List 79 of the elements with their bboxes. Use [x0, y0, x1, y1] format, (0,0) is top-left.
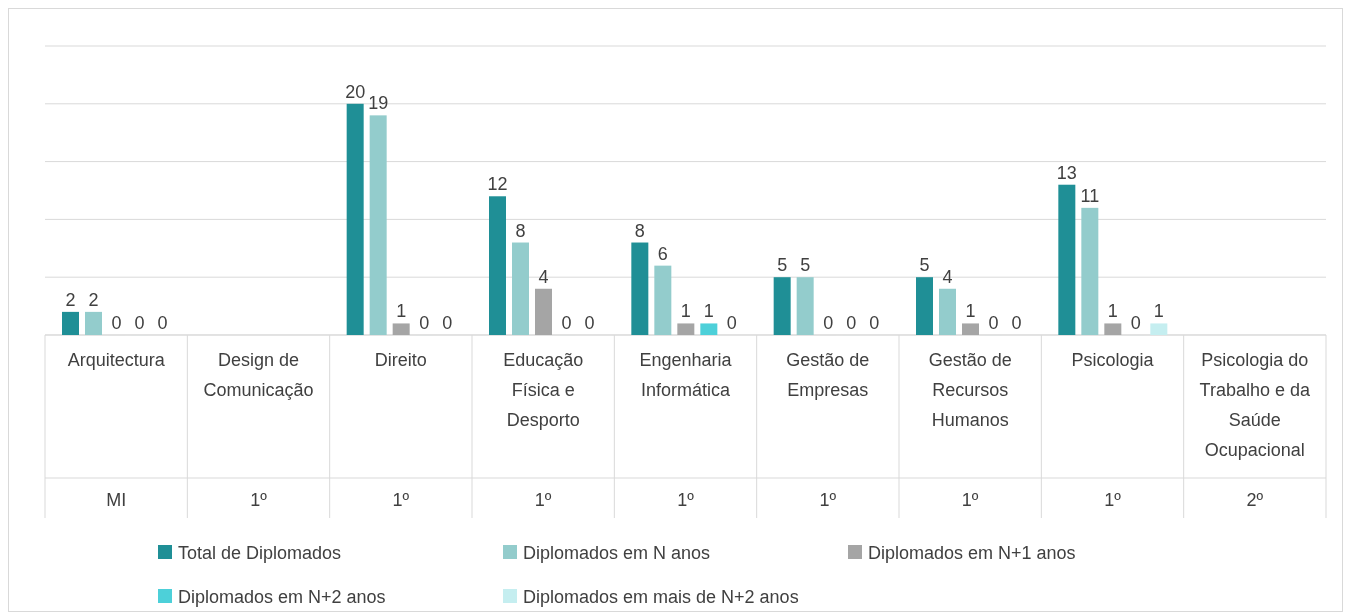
data-label: 2 [65, 289, 76, 310]
data-label: 1 [396, 301, 407, 322]
data-label: 0 [134, 313, 145, 333]
data-label: 0 [442, 313, 453, 333]
legend-label: Diplomados em N+2 anos [178, 587, 386, 607]
bar [631, 242, 649, 335]
data-label: 1 [680, 301, 691, 322]
text: 1º [961, 490, 979, 510]
data-label: 8 [634, 220, 645, 241]
x-tick-label: Arquitectura [67, 350, 166, 370]
data-label: 4 [538, 266, 549, 287]
data-label: 1 [1107, 301, 1118, 322]
legend-label: Diplomados em N anos [523, 543, 711, 563]
bar [392, 323, 410, 335]
x-tick-label: Psicologia do Trabalho e da Saúde Ocupacional [1199, 350, 1312, 460]
text: 1º [534, 490, 552, 510]
x-tick-label: Gestão de Recursos Humanos [928, 350, 1012, 430]
bar [369, 115, 387, 335]
legend-label: Total de Diplomados [178, 543, 342, 563]
data-label: 20 [345, 81, 366, 102]
data-label: 0 [988, 313, 999, 333]
text: 1º [250, 490, 268, 510]
data-label: 1 [965, 301, 976, 322]
data-label: 0 [419, 313, 430, 333]
bar [1058, 184, 1076, 335]
text: 1º [677, 490, 695, 510]
x-tick-label: Engenharia Informática [639, 350, 733, 400]
bar [962, 323, 979, 335]
data-label: 0 [726, 313, 737, 333]
bar [654, 265, 672, 335]
data-label: 0 [823, 313, 834, 333]
bar [916, 277, 933, 335]
legend-label: Diplomados em mais de N+2 anos [523, 587, 799, 607]
data-label: 5 [800, 255, 811, 276]
bar [677, 323, 695, 335]
text: 1º [1104, 490, 1122, 510]
data-label: 0 [584, 313, 595, 333]
x-tick-label: Direito [374, 350, 427, 370]
bar [85, 311, 102, 335]
data-label: 1 [703, 301, 714, 322]
data-label: 0 [846, 313, 857, 333]
data-label: 4 [942, 266, 953, 287]
bar [700, 323, 718, 335]
data-label: 5 [919, 255, 930, 276]
data-label: 12 [487, 174, 508, 195]
data-label: 0 [869, 313, 880, 333]
data-label: 2 [88, 289, 99, 310]
bar [773, 277, 791, 335]
bar [939, 288, 956, 335]
data-label: 13 [1056, 162, 1077, 183]
bar [796, 277, 814, 335]
bar [62, 311, 79, 335]
x-tick-label: Psicologia [1071, 350, 1155, 370]
text: 1º [819, 490, 837, 510]
data-label: 0 [111, 313, 122, 333]
x-tick-label: Design de Comunicação [203, 350, 314, 400]
x-tick-label: Educação Física e Desporto [503, 350, 584, 430]
x-tick-label: Gestão de Empresas [786, 350, 870, 400]
legend-label: Diplomados em N+1 anos [868, 543, 1076, 563]
data-label: 0 [561, 313, 572, 333]
data-label: 1 [1153, 301, 1164, 322]
text: MI [106, 490, 127, 510]
bar [489, 196, 506, 335]
data-label: 6 [657, 243, 668, 264]
bar [512, 242, 529, 335]
text: 2º [1246, 490, 1264, 510]
data-label: 11 [1080, 185, 1100, 206]
bar [1150, 323, 1168, 335]
data-label: 0 [1011, 313, 1022, 333]
bar [1104, 323, 1122, 335]
text: 1º [392, 490, 410, 510]
data-label: 19 [368, 93, 389, 114]
data-label: 0 [1130, 313, 1141, 333]
data-label: 5 [777, 255, 788, 276]
data-label: 0 [157, 313, 168, 333]
bar [1081, 207, 1099, 335]
bar [535, 288, 552, 335]
bar [346, 103, 364, 335]
data-label: 8 [515, 220, 526, 241]
